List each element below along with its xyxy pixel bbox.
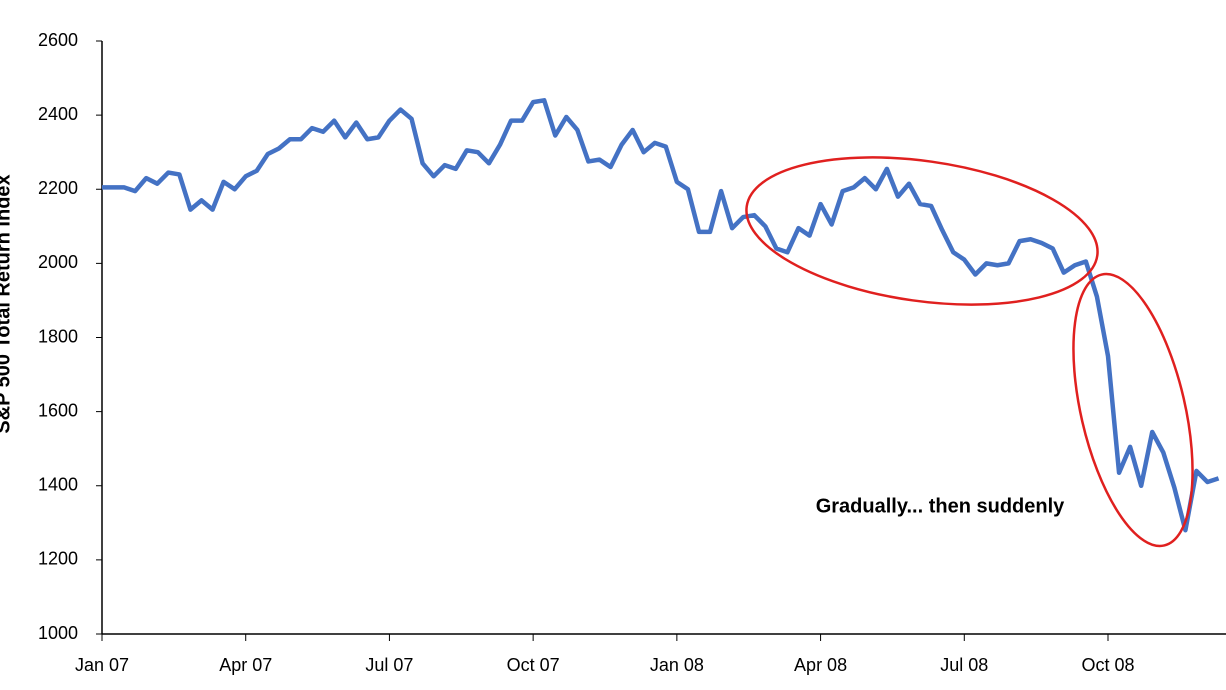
y-tick-label: 1000: [38, 623, 78, 643]
highlight-ellipse: [1072, 272, 1194, 548]
plot-area: 1000 1200 1400 1600 1800 2000 2200 2400 2600 Jan …: [38, 30, 1226, 675]
series-line: [102, 98, 1220, 533]
x-tick-label: Oct 07: [507, 655, 560, 675]
y-tick-label: 1200: [38, 549, 78, 569]
y-tick-label: 1400: [38, 475, 78, 495]
y-tick-label: 1800: [38, 326, 78, 346]
x-tick-label: Jan 07: [75, 655, 129, 675]
x-tick-label: Jul 08: [940, 655, 988, 675]
x-tick-label: Jan 08: [650, 655, 704, 675]
y-tick-label: 2000: [38, 252, 78, 272]
x-tick-label: Oct 08: [1081, 655, 1134, 675]
highlight-ellipse: [745, 156, 1099, 306]
y-tick-label: 2600: [38, 30, 78, 50]
y-axis-label: S&P 500 Total Return Index: [0, 174, 14, 433]
x-tick-label: Apr 08: [794, 655, 847, 675]
y-tick-label: 1600: [38, 400, 78, 420]
y-tick-label: 2200: [38, 178, 78, 198]
x-tick-label: Apr 07: [219, 655, 272, 675]
x-tick-label: Jul 07: [365, 655, 413, 675]
y-tick-label: 2400: [38, 104, 78, 124]
annotation: Gradually... then suddenly: [816, 495, 1065, 517]
